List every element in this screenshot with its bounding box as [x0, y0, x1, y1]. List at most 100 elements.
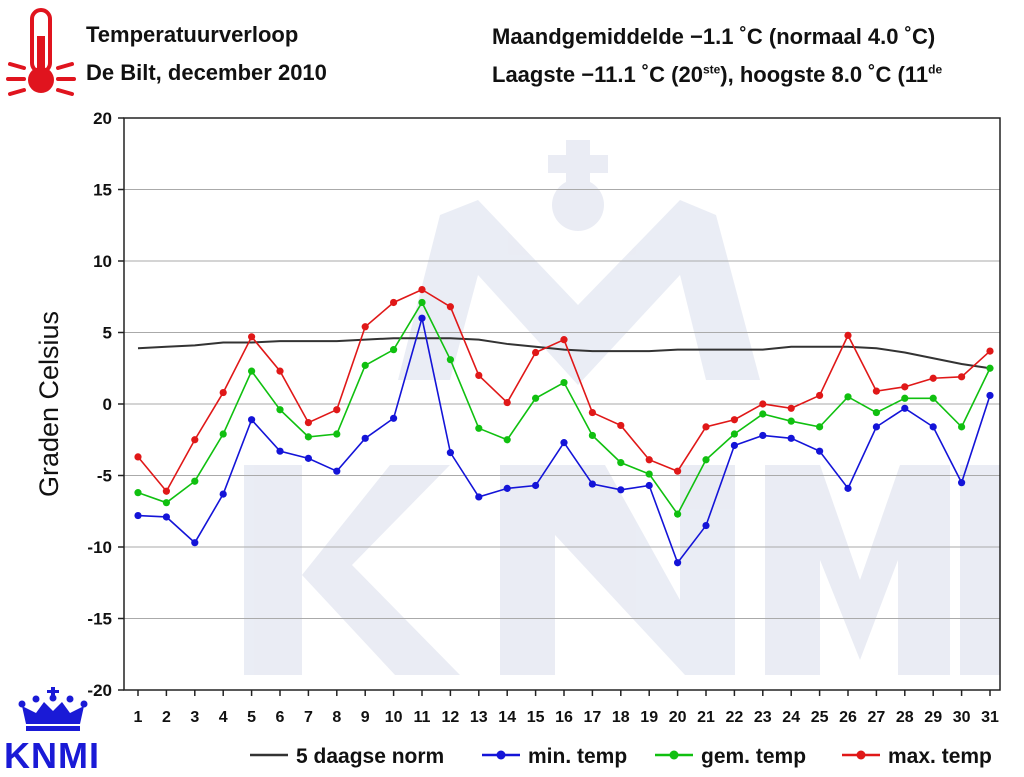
data-point: [674, 510, 682, 518]
data-point: [901, 383, 909, 391]
y-tick-label: -5: [97, 467, 112, 486]
data-point: [787, 404, 795, 412]
data-point: [759, 410, 767, 418]
x-tick-label: 9: [361, 709, 370, 726]
data-point: [872, 423, 881, 431]
data-point: [958, 423, 966, 431]
data-point: [304, 433, 312, 441]
legend-marker: [496, 750, 506, 760]
thermometer-icon: [6, 8, 76, 96]
data-point: [333, 406, 341, 414]
data-point: [929, 374, 937, 382]
data-point: [588, 431, 597, 440]
x-tick-label: 21: [697, 709, 715, 726]
data-point: [191, 539, 199, 547]
data-point: [787, 434, 795, 442]
data-point: [390, 298, 398, 307]
data-point: [588, 408, 597, 417]
data-point: [844, 484, 852, 492]
x-tick-label: 12: [442, 709, 460, 726]
data-point: [390, 346, 398, 354]
y-ticks: 20 15 10 5 0 -5 -10 -15 -20: [87, 109, 124, 700]
y-tick-label: 20: [93, 109, 112, 128]
series-3: [134, 286, 994, 495]
series-2: [134, 298, 994, 518]
data-point: [361, 434, 369, 442]
data-point: [248, 416, 256, 424]
knmi-watermark: [244, 140, 1000, 675]
data-point: [759, 431, 767, 440]
x-tick-label: 22: [726, 709, 744, 726]
data-point: [958, 479, 966, 487]
data-point: [759, 400, 767, 408]
data-point: [588, 480, 597, 488]
data-point: [816, 423, 824, 431]
data-point: [361, 323, 369, 331]
data-point: [134, 453, 142, 461]
data-point: [418, 298, 426, 307]
data-point: [418, 286, 426, 294]
data-point: [304, 454, 312, 462]
data-point: [276, 447, 284, 455]
x-tick-label: 19: [640, 709, 658, 726]
data-point: [446, 356, 454, 364]
data-point: [787, 417, 795, 425]
data-point: [844, 331, 852, 339]
data-point: [560, 439, 568, 447]
data-point: [162, 499, 170, 507]
y-tick-label: 5: [103, 324, 112, 343]
data-point: [503, 398, 511, 407]
x-tick-label: 23: [754, 709, 772, 726]
legend-item: max. temp: [842, 745, 992, 768]
data-point: [475, 424, 483, 432]
crown-icon: [18, 687, 88, 731]
x-ticks: 1 2 3 4 5 6 7 8 9 10 11 12 13 14 15 16 17 18 19 20 21 22 23 24 2…: [134, 690, 999, 726]
data-point: [929, 394, 937, 402]
x-tick-label: 7: [304, 709, 313, 726]
x-tick-label: 10: [385, 709, 403, 726]
x-tick-label: 17: [584, 709, 602, 726]
data-point: [560, 378, 568, 387]
x-tick-label: 24: [782, 709, 800, 726]
data-point: [361, 361, 369, 369]
data-point: [532, 394, 540, 402]
data-point: [333, 467, 341, 475]
data-point: [162, 513, 170, 521]
x-tick-label: 13: [470, 709, 488, 726]
data-point: [503, 484, 511, 492]
x-tick-label: 28: [896, 709, 914, 726]
legend-marker: [669, 750, 679, 760]
data-point: [702, 456, 710, 464]
series-line: [137, 337, 991, 370]
x-tick-label: 14: [498, 709, 516, 726]
data-point: [730, 441, 739, 450]
data-point: [872, 387, 881, 395]
x-tick-label: 6: [276, 709, 285, 726]
x-tick-label: 25: [811, 709, 829, 726]
x-tick-label: 3: [190, 709, 199, 726]
x-tick-label: 15: [527, 709, 545, 726]
x-tick-label: 31: [981, 709, 999, 726]
data-point: [702, 521, 710, 530]
data-point: [162, 487, 170, 495]
data-point: [446, 303, 454, 311]
legend-item: 5 daagse norm: [250, 745, 444, 768]
lowest-day-suffix: ste: [702, 62, 721, 77]
data-point: [702, 423, 710, 431]
data-point: [645, 456, 653, 464]
series-1: [134, 314, 994, 567]
data-point: [418, 314, 426, 322]
y-axis-label: Graden Celsius: [34, 311, 64, 497]
data-point: [986, 364, 994, 372]
data-point: [219, 490, 227, 498]
x-tick-label: 4: [219, 709, 228, 726]
data-point: [617, 459, 625, 467]
data-point: [844, 393, 852, 401]
data-point: [816, 447, 824, 455]
x-tick-label: 8: [332, 709, 341, 726]
data-point: [901, 404, 909, 412]
y-tick-label: 10: [93, 252, 112, 271]
data-point: [134, 489, 142, 497]
y-tick-label: 15: [93, 181, 112, 200]
